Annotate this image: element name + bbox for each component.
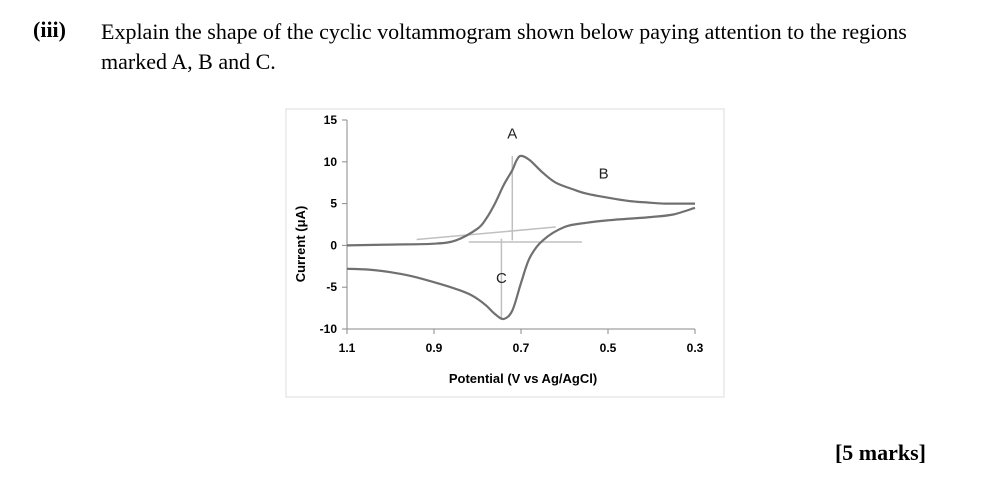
x-tick-label: 0.3 [687, 341, 704, 355]
x-tick-label: 0.5 [600, 341, 617, 355]
y-tick-label: 0 [330, 238, 337, 252]
guide-line [416, 226, 556, 241]
reverse-scan-line [346, 206, 696, 321]
y-tick-label: 15 [324, 113, 338, 127]
marks-label: [5 marks] [834, 440, 926, 465]
cyclic-voltammogram-chart: 15 10 5 0 -5 -101.1 0.9 0.7 0.5 0.3 A B C Potential… [285, 108, 725, 398]
region-label-c: C [496, 270, 507, 287]
x-axis-label: Potential (V vs Ag/AgCl) [449, 371, 597, 386]
region-label-a: A [507, 125, 517, 142]
y-tick-label: -10 [320, 322, 338, 336]
region-label-b: B [599, 166, 609, 183]
question-text: Explain the shape of the cyclic voltammo… [101, 19, 907, 74]
y-axis-label: Current (μA) [293, 206, 308, 283]
x-tick-label: 0.7 [513, 341, 530, 355]
x-tick-label: 1.1 [339, 341, 356, 355]
chart-frame [285, 108, 725, 398]
y-tick-label: 10 [324, 155, 338, 169]
forward-scan-line [346, 154, 695, 247]
x-tick-label: 0.9 [426, 341, 443, 355]
y-tick-label: 5 [330, 197, 337, 211]
y-tick-label: -5 [326, 280, 337, 294]
question-number: (iii) [33, 17, 66, 42]
